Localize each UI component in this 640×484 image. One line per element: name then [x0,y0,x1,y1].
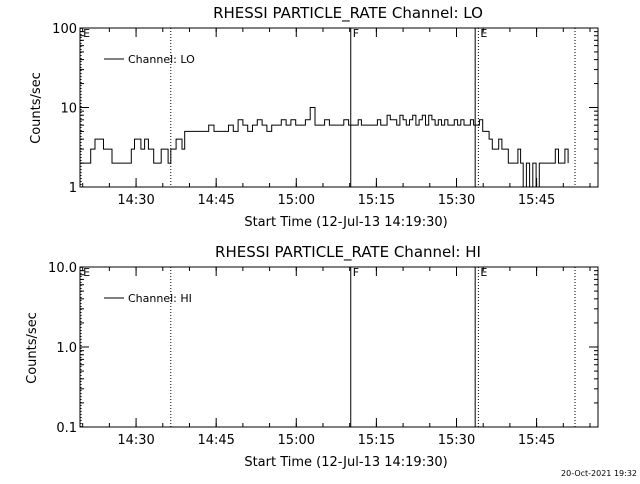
x-tick-label: 14:45 [197,433,234,448]
x-tick-label: 14:30 [117,193,154,208]
legend-label: Channel: LO [128,53,195,66]
y-tick-label: 0.1 [56,421,77,436]
chart-panel-hi: RHESSI PARTICLE_RATE Channel: HI 14:30 14… [25,243,599,470]
x-tick-label: 14:30 [117,433,154,448]
marker-label: E [83,266,90,279]
y-tick-label: 1 [69,181,77,196]
x-tick-label: 14:45 [197,193,234,208]
y-axis-label: Counts/sec [29,72,44,144]
x-tick-label: 15:15 [358,193,395,208]
y-tick-label: 10 [60,102,77,117]
chart-panel-lo: RHESSI PARTICLE_RATE Channel: LO 14:30 14… [29,4,599,230]
y-axis-label: Counts/sec [25,312,40,384]
y-tick-label: 1.0 [56,341,77,356]
x-tick-label: 15:45 [518,193,555,208]
marker-label: E [480,266,487,279]
x-tick-label: 15:30 [438,193,475,208]
marker-label: E [83,27,90,40]
marker-label: E [480,27,487,40]
x-axis-label: Start Time (12-Jul-13 14:19:30) [244,455,447,470]
y-tick-label: 100 [52,22,77,37]
marker-label: F [353,27,359,40]
x-axis-label: Start Time (12-Jul-13 14:19:30) [244,215,447,230]
x-tick-label: 15:45 [518,433,555,448]
series-line [80,107,569,188]
x-tick-label: 15:30 [438,433,475,448]
chart-title: RHESSI PARTICLE_RATE Channel: HI [215,243,481,262]
legend: Channel: LO [104,53,195,66]
legend: Channel: HI [104,292,192,305]
x-tick-label: 15:00 [278,433,315,448]
marker-label: F [353,266,359,279]
x-tick-label: 15:00 [278,193,315,208]
y-tick-label: 10.0 [48,261,77,276]
chart-title: RHESSI PARTICLE_RATE Channel: LO [213,4,483,23]
legend-label: Channel: HI [128,292,192,305]
date-stamp: 20-Oct-2021 19:32 [561,469,637,478]
x-tick-label: 15:15 [358,433,395,448]
